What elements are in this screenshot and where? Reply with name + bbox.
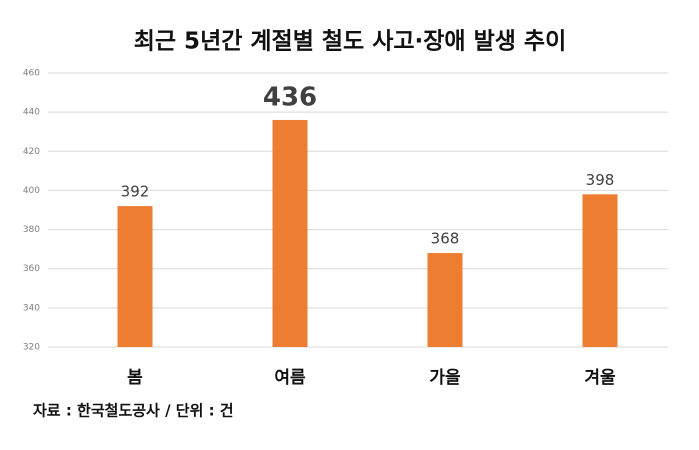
x-tick-label: 가을 [429,368,461,388]
chart-title: 최근 5년간 계절별 철도 사고·장애 발생 추이 [134,29,567,55]
x-tick-label: 여름 [274,368,306,388]
x-tick-label: 봄 [127,368,143,388]
y-tick-label: 340 [23,303,40,313]
y-tick-label: 460 [23,69,40,79]
source-note: 자료 : 한국철도공사 / 단위 : 건 [33,402,234,420]
x-tick-label: 겨울 [584,368,616,388]
y-tick-label: 440 [23,108,40,118]
value-label: 392 [121,183,150,201]
bar [117,206,153,347]
bar [427,253,463,347]
y-tick-label: 360 [23,264,40,274]
y-tick-label: 420 [23,147,40,157]
value-label: 436 [263,82,317,112]
y-tick-label: 380 [23,225,40,235]
y-tick-label: 400 [23,186,40,196]
y-tick-label: 320 [23,343,40,353]
value-label: 398 [586,171,615,189]
value-label: 368 [431,230,460,248]
bar [272,119,308,347]
bar [582,194,618,347]
